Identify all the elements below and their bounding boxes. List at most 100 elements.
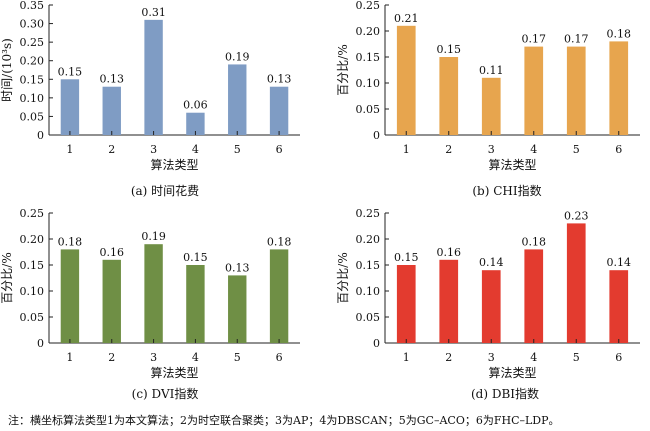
chart-panel-d: 0 0.05 0.10 0.15 0.20 0.25 0.15 1 0.16 2 0.14 3 0.18… <box>325 205 650 410</box>
data-label: 0.23 <box>564 209 589 222</box>
data-label: 0.14 <box>607 256 632 269</box>
y-tick-label: 0.15 <box>356 51 381 64</box>
x-axis-title: 算法类型 <box>488 365 536 380</box>
x-tick-label: 2 <box>445 351 452 364</box>
bar-4 <box>186 265 205 343</box>
y-tick-label: 0.10 <box>20 92 45 105</box>
chart-b-svg: 0 0.05 0.10 0.15 0.20 0.25 0.21 1 0.15 2 0.11 3 0.17… <box>336 0 640 172</box>
bar-3 <box>144 19 163 135</box>
x-tick-label: 1 <box>403 143 410 156</box>
bar-2 <box>439 259 459 343</box>
y-tick-label: 0.10 <box>20 285 45 298</box>
x-tick-label: 3 <box>488 143 495 156</box>
y-tick-label: 0 <box>373 337 380 350</box>
y-tick-label: 0 <box>373 129 380 142</box>
data-label: 0.16 <box>100 246 125 259</box>
data-label: 0.31 <box>141 6 166 19</box>
x-tick-label: 4 <box>192 143 199 156</box>
x-tick-label: 6 <box>276 143 283 156</box>
y-tick-label: 0.10 <box>356 77 381 90</box>
y-tick-label: 0.15 <box>356 259 381 272</box>
bar-1 <box>60 249 80 343</box>
bar-6 <box>609 41 629 135</box>
data-label: 0.06 <box>183 99 208 112</box>
bar-4 <box>524 46 544 135</box>
bar-2 <box>439 57 459 135</box>
data-label: 0.13 <box>100 73 125 86</box>
bar-5 <box>228 275 247 343</box>
data-label: 0.15 <box>437 43 462 56</box>
x-tick-label: 4 <box>192 351 199 364</box>
chart-b-caption: (b) CHI指数 <box>472 184 542 198</box>
x-tick-label: 5 <box>573 143 580 156</box>
bar-3 <box>481 270 501 343</box>
data-label: 0.16 <box>437 246 462 259</box>
x-tick-label: 2 <box>108 143 115 156</box>
data-label: 0.15 <box>58 65 83 78</box>
y-tick-label: 0.20 <box>20 233 45 246</box>
x-tick-label: 1 <box>66 351 73 364</box>
bar-2 <box>102 259 121 343</box>
y-tick-label: 0.20 <box>20 55 45 68</box>
bar-6 <box>269 86 289 135</box>
data-label: 0.13 <box>267 73 292 86</box>
y-tick-label: 0 <box>37 337 44 350</box>
y-tick-label: 0.05 <box>356 311 381 324</box>
y-tick-label: 0.10 <box>356 285 381 298</box>
y-tick-label: 0.05 <box>20 110 45 123</box>
data-label: 0.11 <box>479 64 504 77</box>
y-tick-label: 0.15 <box>20 73 45 86</box>
x-tick-label: 2 <box>445 143 452 156</box>
data-label: 0.19 <box>141 230 166 243</box>
data-label: 0.19 <box>225 50 250 63</box>
x-tick-label: 3 <box>488 351 495 364</box>
data-label: 0.18 <box>607 27 632 40</box>
chart-a-caption: (a) 时间花费 <box>130 184 200 198</box>
y-tick-label: 0.20 <box>356 233 381 246</box>
data-label: 0.18 <box>522 235 547 248</box>
y-axis-title: 百分比/% <box>336 252 350 303</box>
chart-c-svg: 0 0.05 0.10 0.15 0.20 0.25 0.18 1 0.16 2 0.19 3 0.15… <box>0 207 300 380</box>
chart-c-caption: (c) DVI指数 <box>131 387 199 401</box>
chart-panel-b: 0 0.05 0.10 0.15 0.20 0.25 0.21 1 0.15 2 0.11 3 0.17… <box>325 0 650 205</box>
data-label: 0.18 <box>58 235 83 248</box>
chart-d-caption: (d) DBI指数 <box>470 387 540 401</box>
x-tick-label: 5 <box>573 351 580 364</box>
data-label: 0.14 <box>479 256 504 269</box>
bar-1 <box>396 25 416 135</box>
x-tick-label: 6 <box>276 351 283 364</box>
y-tick-label: 0.25 <box>20 207 45 220</box>
y-tick-label: 0 <box>37 129 44 142</box>
x-tick-label: 1 <box>403 351 410 364</box>
data-label: 0.15 <box>394 251 419 264</box>
bar-5 <box>228 64 247 135</box>
x-tick-label: 3 <box>150 143 157 156</box>
y-tick-label: 0.15 <box>20 259 45 272</box>
y-tick-label: 0.25 <box>356 0 381 12</box>
data-label: 0.13 <box>225 261 250 274</box>
x-tick-label: 4 <box>530 143 537 156</box>
x-axis-title: 算法类型 <box>150 365 198 380</box>
x-tick-label: 1 <box>66 143 73 156</box>
x-tick-label: 6 <box>615 143 622 156</box>
bar-3 <box>481 77 501 135</box>
data-label: 0.17 <box>522 33 547 46</box>
bar-5 <box>566 46 586 135</box>
y-tick-label: 0.35 <box>20 0 45 12</box>
x-tick-label: 5 <box>234 351 241 364</box>
x-tick-label: 2 <box>108 351 115 364</box>
bar-4 <box>524 249 544 343</box>
chart-a-svg: 0 0.05 0.10 0.15 0.20 0.25 0.30 0.35 0.15 1 0.13 2 0… <box>0 0 300 172</box>
bar-2 <box>102 86 121 135</box>
bar-1 <box>60 79 80 135</box>
chart-panel-a: 0 0.05 0.10 0.15 0.20 0.25 0.30 0.35 0.15 1 0.13 2 0… <box>0 0 325 205</box>
chart-d-svg: 0 0.05 0.10 0.15 0.20 0.25 0.15 1 0.16 2 0.14 3 0.18… <box>336 207 640 380</box>
y-tick-label: 0.30 <box>20 18 45 31</box>
x-tick-label: 4 <box>530 351 537 364</box>
y-axis-title: 百分比/% <box>0 252 14 303</box>
x-tick-label: 3 <box>150 351 157 364</box>
x-axis-title: 算法类型 <box>150 157 198 172</box>
bar-5 <box>566 223 586 343</box>
data-label: 0.18 <box>267 235 292 248</box>
y-axis-title: 百分比/% <box>336 44 350 95</box>
